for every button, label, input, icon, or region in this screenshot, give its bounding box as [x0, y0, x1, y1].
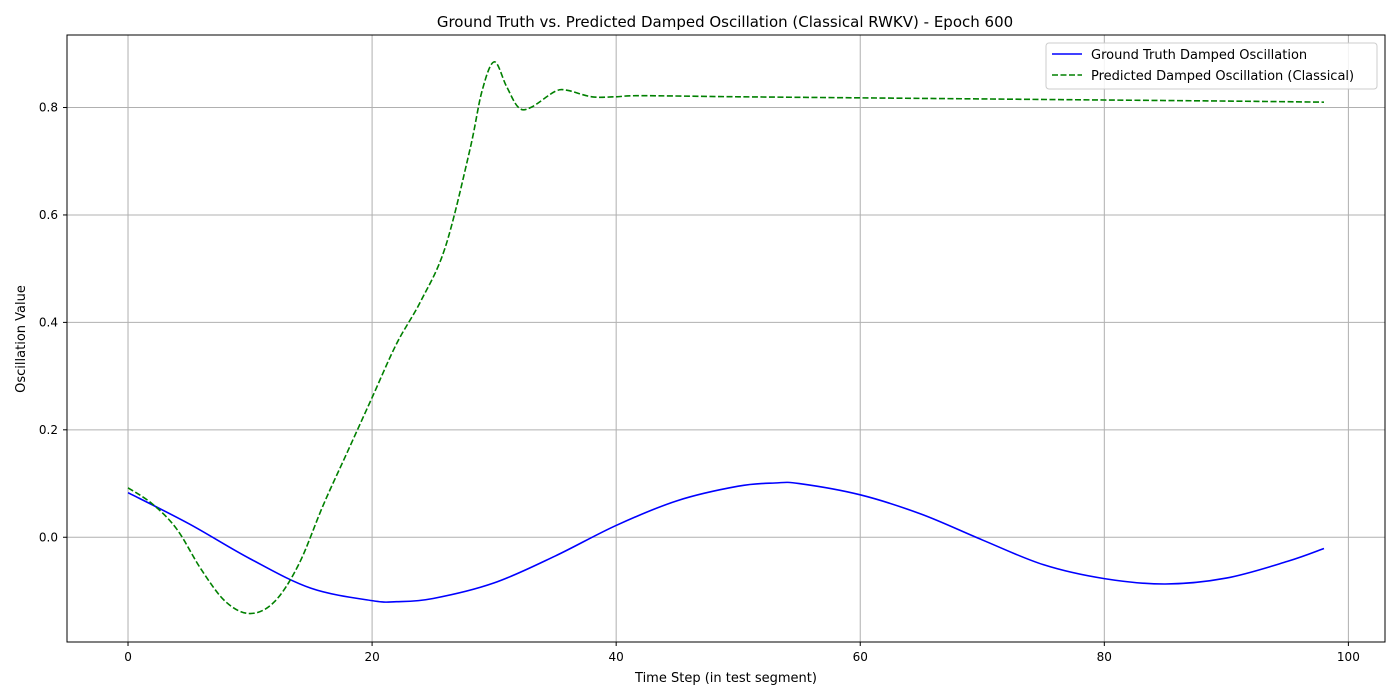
x-tick-label: 60 [853, 650, 868, 664]
plot-area-frame [66, 34, 1386, 643]
x-axis-label: Time Step (in test segment) [634, 671, 817, 686]
ticks: 0 20 40 60 80 100 0.0 0.2 0.4 0.6 0.8 [39, 101, 1360, 664]
y-tick-label: 0.0 [39, 530, 58, 544]
y-tick-label: 0.4 [39, 315, 58, 329]
y-tick-label: 0.2 [39, 423, 58, 437]
legend: Ground Truth Damped Oscillation Predicte… [1045, 42, 1378, 90]
x-tick-label: 80 [1097, 650, 1112, 664]
x-tick-label: 0 [124, 650, 132, 664]
y-axis-label: Oscillation Value [14, 285, 29, 393]
y-tick-label: 0.8 [39, 101, 58, 115]
x-tick-label: 40 [609, 650, 624, 664]
x-tick-label: 100 [1337, 650, 1360, 664]
chart-title: Ground Truth vs. Predicted Damped Oscill… [437, 13, 1013, 31]
series-layer [127, 61, 1325, 615]
x-tick-label: 20 [364, 650, 379, 664]
grid [67, 35, 1385, 642]
y-tick-label: 0.6 [39, 208, 58, 222]
legend-box [1045, 42, 1378, 90]
series-line-ground-truth [127, 481, 1325, 603]
series-line-predicted [127, 61, 1324, 615]
legend-label-predicted: Predicted Damped Oscillation (Classical) [1091, 69, 1354, 84]
legend-label-ground-truth: Ground Truth Damped Oscillation [1091, 48, 1307, 63]
